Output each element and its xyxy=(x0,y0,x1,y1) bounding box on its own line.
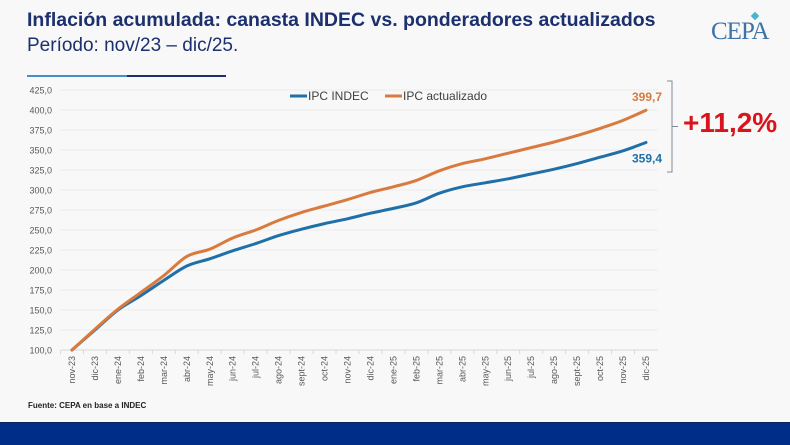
series-line-ipc-indec xyxy=(72,142,646,350)
y-tick-label: 150,0 xyxy=(29,306,52,316)
bracket-line xyxy=(667,81,678,172)
x-tick-label: mar-24 xyxy=(159,356,169,385)
x-tick-label: oct-25 xyxy=(595,356,605,381)
footer-band xyxy=(0,422,790,445)
y-tick-label: 350,0 xyxy=(29,146,52,156)
x-tick-label: sept-25 xyxy=(572,356,582,386)
difference-bracket xyxy=(667,81,678,172)
y-tick-label: 300,0 xyxy=(29,186,52,196)
end-label-ipc-indec: 359,4 xyxy=(632,151,662,165)
source-note: Fuente: CEPA en base a INDEC xyxy=(28,401,146,410)
x-tick-label: nov-24 xyxy=(343,356,353,384)
x-tick-label: may-25 xyxy=(480,356,490,386)
y-tick-label: 250,0 xyxy=(29,226,52,236)
line-chart: 100,0 125,0 150,0 175,0 200,0 225,0 250,0 275,0… xyxy=(0,78,790,398)
legend-label: IPC INDEC xyxy=(308,89,369,103)
title-rule-light xyxy=(27,75,127,77)
x-tick-label: mar-25 xyxy=(434,356,444,385)
y-tick-label: 400,0 xyxy=(29,106,52,116)
x-tick-label: jun-24 xyxy=(228,356,238,382)
y-tick-label: 200,0 xyxy=(29,266,52,276)
cepa-logo: CEPA xyxy=(711,18,769,46)
y-tick-label: 275,0 xyxy=(29,206,52,216)
y-tick-label: 225,0 xyxy=(29,246,52,256)
x-tick-label: jul-25 xyxy=(526,356,536,379)
y-tick-label: 125,0 xyxy=(29,326,52,336)
x-tick-label: ene-25 xyxy=(388,356,398,384)
x-tick-label: abr-24 xyxy=(182,356,192,382)
legend: IPC INDEC IPC actualizado xyxy=(290,89,487,103)
y-tick-label: 175,0 xyxy=(29,286,52,296)
x-tick-label: nov-23 xyxy=(67,356,77,384)
x-tick-label: dic-23 xyxy=(90,356,100,381)
x-tick-label: oct-24 xyxy=(320,356,330,381)
x-tick-label: ene-24 xyxy=(113,356,123,384)
x-tick-label: nov-25 xyxy=(618,356,628,384)
x-tick-label: jun-25 xyxy=(503,356,513,382)
x-tick-label: ago-25 xyxy=(549,356,559,384)
y-tick-label: 425,0 xyxy=(29,86,52,96)
end-labels: 399,7 359,4 xyxy=(632,90,662,165)
y-tick-label: 325,0 xyxy=(29,166,52,176)
end-label-ipc-actualizado: 399,7 xyxy=(632,90,662,104)
x-tick-label: sept-24 xyxy=(297,356,307,386)
chart-subtitle: Período: nov/23 – dic/25. xyxy=(27,35,238,57)
x-tick-label: may-24 xyxy=(205,356,215,386)
legend-label: IPC actualizado xyxy=(403,89,487,103)
x-axis-ticks: nov-23 dic-23 ene-24 feb-24 mar-24 abr-24 may-… xyxy=(61,350,652,386)
chart-title: Inflación acumulada: canasta INDEC vs. p… xyxy=(27,9,656,32)
title-rule-dark xyxy=(127,75,226,77)
x-tick-label: feb-24 xyxy=(136,356,146,382)
y-tick-label: 375,0 xyxy=(29,126,52,136)
x-tick-label: feb-25 xyxy=(411,356,421,382)
x-tick-label: ago-24 xyxy=(274,356,284,384)
x-tick-label: abr-25 xyxy=(457,356,467,382)
gridlines xyxy=(61,90,658,350)
y-tick-label: 100,0 xyxy=(29,346,52,356)
difference-annotation: +11,2% xyxy=(683,107,777,139)
x-tick-label: dic-25 xyxy=(641,356,651,381)
x-tick-label: dic-24 xyxy=(365,356,375,381)
x-tick-label: jul-24 xyxy=(251,356,261,379)
y-axis-ticks: 100,0 125,0 150,0 175,0 200,0 225,0 250,0 275,0… xyxy=(29,86,52,356)
